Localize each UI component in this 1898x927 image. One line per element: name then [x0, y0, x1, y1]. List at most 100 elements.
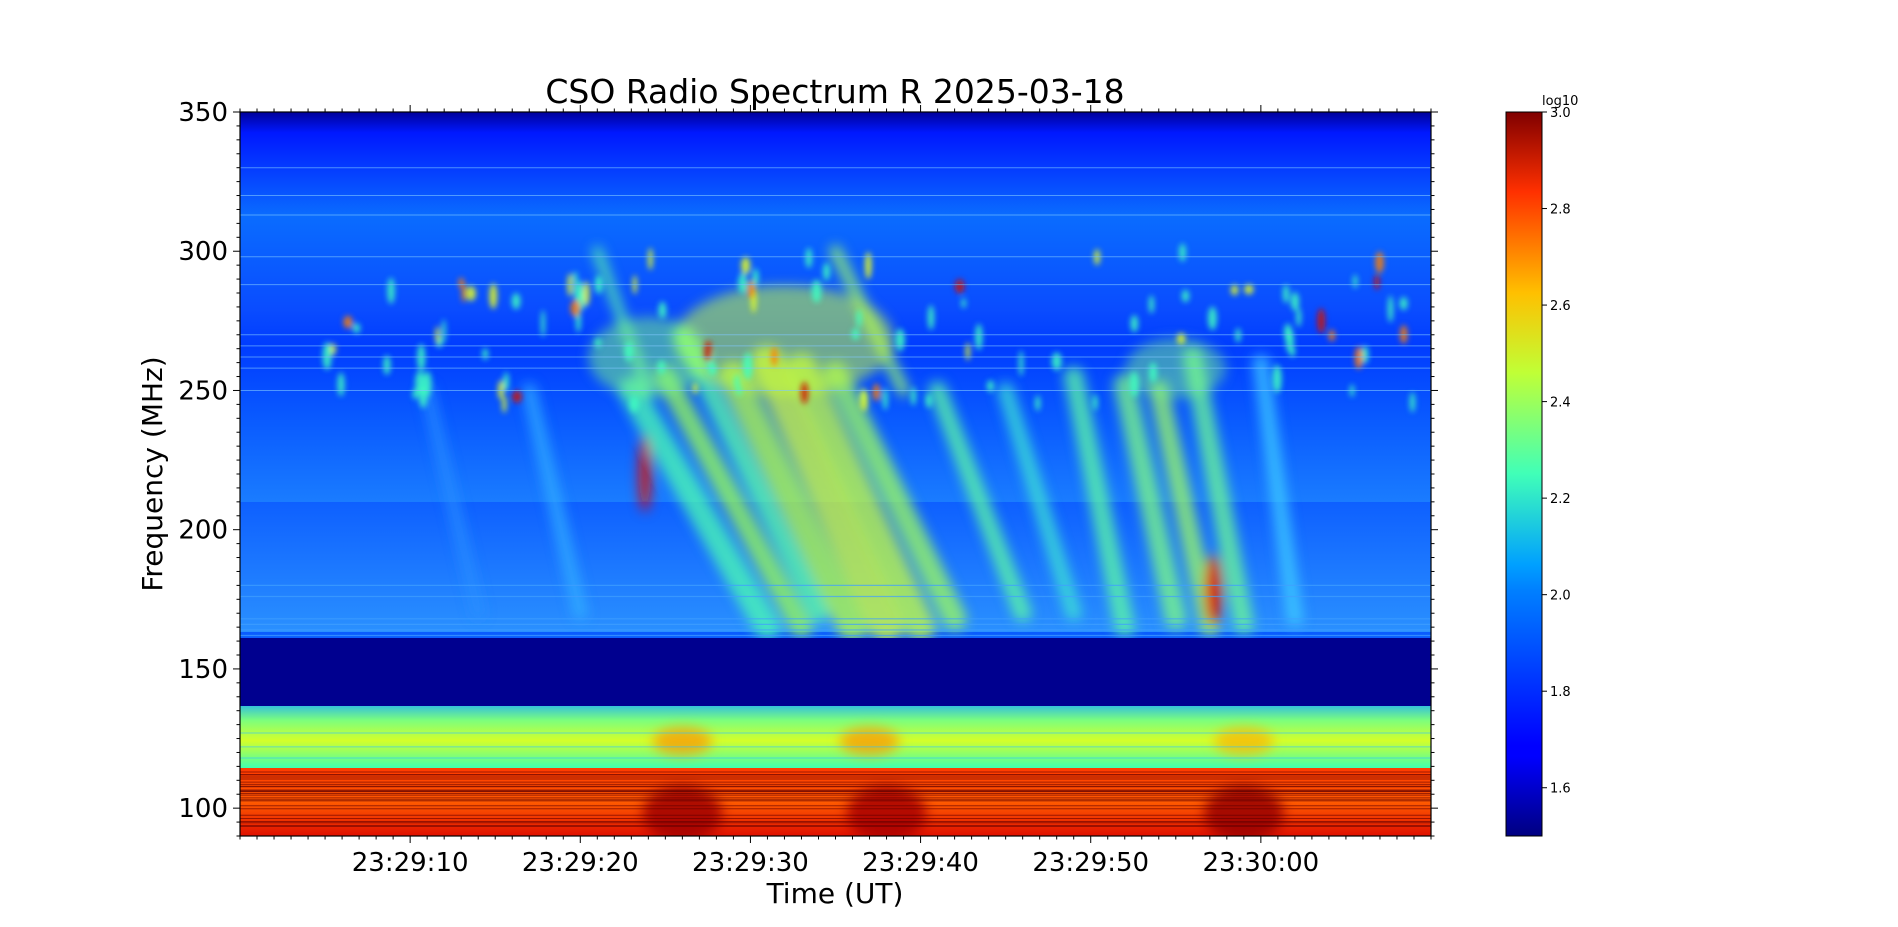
hot-spot: [846, 785, 927, 836]
burst-spots: [322, 243, 1416, 413]
burst-spot: [1092, 394, 1098, 411]
burst-spot: [1130, 315, 1139, 333]
burst-spot: [975, 323, 983, 351]
chart-title: CSO Radio Spectrum R 2025-03-18: [545, 72, 1124, 111]
burst-streak: [672, 324, 829, 624]
burst-spot: [624, 342, 634, 361]
burst-spot: [800, 381, 809, 404]
burst-spot: [512, 390, 522, 403]
burst-spot: [352, 323, 361, 334]
y-axis: 100 150 200 250 300 350: [178, 98, 1438, 837]
burst-spot: [1018, 350, 1024, 377]
y-tick-label: 200: [178, 516, 228, 546]
burst-spot: [1176, 332, 1186, 345]
burst-spot: [482, 348, 489, 360]
burst-spot: [859, 388, 868, 412]
colorbar-tick-label: 1.8: [1550, 685, 1571, 700]
colorbar-ticks: 1.6 1.8 2.0 2.2 2.4 2.6 2.8 3.0: [1542, 106, 1571, 797]
burst-spot: [738, 273, 748, 294]
burst-spot: [1051, 352, 1062, 371]
x-tick-label: 23:29:20: [522, 848, 639, 878]
burst-spot: [882, 388, 888, 410]
burst-spot: [573, 271, 578, 283]
burst-spot: [657, 360, 666, 375]
burst-spot: [1230, 284, 1239, 296]
strong-burst: [638, 436, 651, 512]
burst-spot: [864, 251, 872, 280]
burst-spot: [927, 305, 935, 330]
x-tick-label: 23:29:30: [692, 848, 809, 878]
burst-spot: [925, 393, 932, 408]
burst-spot: [461, 282, 466, 303]
burst-spot: [805, 248, 813, 268]
burst-spot: [692, 382, 698, 394]
hot-spot: [1203, 785, 1284, 836]
rfi-lines: [240, 167, 1431, 827]
warm-spot: [1213, 727, 1274, 756]
spectrogram-plot-area: [240, 112, 1431, 836]
x-tick-label: 23:29:40: [862, 848, 979, 878]
burst-spot: [822, 263, 830, 281]
burst-streak: [750, 345, 904, 645]
burst-spot: [1374, 274, 1380, 290]
burst-spot: [752, 268, 759, 286]
colorbar-tick-label: 2.4: [1550, 396, 1571, 411]
burst-spot: [851, 328, 860, 341]
burst-spot: [742, 352, 753, 380]
burst-spot: [337, 372, 345, 397]
burst-streak: [1148, 380, 1220, 638]
burst-spot: [734, 374, 740, 389]
burst-spot: [895, 328, 905, 351]
burst-spot: [1409, 392, 1416, 413]
colorbar-tick-label: 1.6: [1550, 782, 1571, 797]
burst-spot: [417, 343, 426, 372]
burst-spot: [961, 298, 966, 309]
burst-streak: [1182, 347, 1254, 635]
burst-streak: [1252, 354, 1303, 627]
burst-spot: [387, 277, 395, 304]
burst-streaks: [421, 245, 1303, 645]
burst-spot: [1207, 306, 1217, 331]
x-axis-label: Time (UT): [766, 877, 904, 910]
y-tick-label: 250: [178, 376, 228, 406]
burst-spot: [1282, 284, 1290, 304]
x-tick-label: 23:30:00: [1202, 848, 1319, 878]
burst-spot: [1235, 328, 1241, 343]
burst-spot: [503, 372, 510, 392]
burst-spot: [343, 315, 353, 329]
burst-spot: [570, 299, 581, 317]
burst-spot: [466, 286, 476, 301]
colorbar-tick-label: 2.8: [1550, 203, 1571, 218]
burst-spot: [703, 340, 713, 362]
burst-spot: [1328, 329, 1336, 342]
burst-spot: [741, 256, 751, 275]
y-axis-label: Frequency (MHz): [136, 356, 169, 591]
burst-cloud: [674, 285, 895, 396]
burst-spot: [770, 346, 778, 367]
x-tick-label: 23:29:50: [1032, 848, 1149, 878]
burst-spot: [1129, 371, 1139, 397]
burst-spot: [856, 309, 862, 328]
burst-streak: [997, 382, 1082, 622]
burst-spot: [965, 342, 971, 361]
colorbar-label: log10: [1542, 94, 1578, 109]
burst-streak: [618, 377, 781, 641]
burst-spot: [540, 309, 546, 338]
warm-spot: [652, 727, 713, 756]
burst-spot: [383, 355, 391, 375]
burst-spot: [511, 293, 521, 310]
burst-spot: [1296, 307, 1302, 327]
burst-spot: [1290, 292, 1300, 311]
burst-spot: [497, 380, 504, 400]
burst-spot: [1361, 345, 1369, 364]
burst-streak: [928, 381, 1032, 623]
x-tick-label: 23:29:10: [352, 848, 469, 878]
hot-spot: [642, 785, 723, 836]
burst-spot: [629, 396, 639, 413]
strong-burst: [1204, 554, 1223, 627]
y-tick-label: 350: [178, 98, 228, 128]
burst-spot: [441, 319, 446, 343]
burst-spot: [1181, 289, 1190, 303]
colorbar-gradient: [1505, 111, 1543, 837]
